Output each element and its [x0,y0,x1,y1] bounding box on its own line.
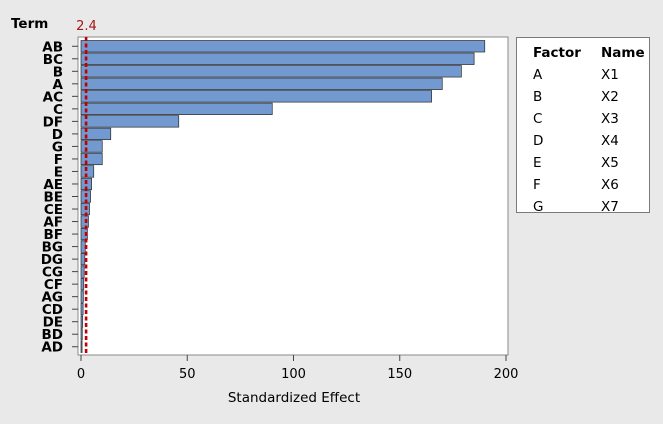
term-label-c: C [53,102,63,118]
x-axis-title: Standardized Effect [228,390,360,406]
bar-g [80,140,103,153]
y-axis-title: Term [11,16,48,32]
legend-name: X6 [601,177,619,193]
term-label-be: BE [43,190,63,206]
term-label-af: AF [43,215,63,231]
term-label-cd: CD [42,302,63,318]
term-label-ag: AG [41,290,63,306]
term-label-d: D [52,127,63,143]
legend-name: X3 [601,111,619,127]
bar-de [80,315,84,328]
legend-factor-header: Factor [533,45,581,61]
bar-ag [80,290,84,303]
plot-area [77,36,509,356]
bar-dg [80,252,86,266]
bar-f [80,152,103,166]
legend-factor: A [533,67,543,83]
x-tick-label-200: 200 [494,367,519,382]
bar-af [80,215,89,228]
reference-line-label: 2.4 [76,19,97,34]
legend-name: X2 [601,89,619,105]
factor-legend: Factor Name A X1 B X2 C X3 D X4 E X5 F X… [516,37,650,215]
legend-name: X1 [601,67,619,83]
x-tick-group: 0 50 100 150 200 [77,355,519,382]
legend-name: X4 [601,133,619,149]
term-label-group: ABBCBAACCDFDGFEAEBECEAFBFBGDGCGCFAGCDDEB… [41,39,78,356]
bar-ab [80,40,486,53]
term-label-ae: AE [43,177,63,193]
term-label-df: DF [43,114,63,130]
bar-a [80,77,443,90]
term-label-ad: AD [41,340,63,356]
term-label-e: E [54,164,63,180]
bar-c [80,102,273,115]
bar-cf [80,278,85,291]
term-label-bg: BG [42,240,63,256]
term-label-bc: BC [43,52,63,68]
term-label-ac: AC [43,89,63,105]
legend-row: F X6 [517,177,649,199]
legend-factor: E [533,155,542,171]
term-label-cg: CG [42,265,63,281]
bar-b [80,65,462,78]
term-label-a: A [53,77,64,93]
legend-row: E X5 [517,155,649,177]
term-label-g: G [52,139,63,155]
bar-bd [80,328,83,341]
legend-factor: F [533,177,541,193]
bar-ac [80,90,432,103]
term-label-ce: CE [44,202,63,218]
reference-line-group: 2.4 [76,19,97,355]
legend-row: B X2 [517,89,649,111]
legend-row: C X3 [517,111,649,133]
x-tick-label-50: 50 [179,367,196,382]
term-label-cf: CF [44,277,63,293]
term-label-ab: AB [42,39,63,55]
legend-factor: D [533,133,544,149]
term-label-b: B [53,64,63,80]
legend-name: X7 [601,199,619,215]
x-tick-label-150: 150 [387,367,412,382]
term-label-dg: DG [41,252,63,268]
term-label-bd: BD [42,327,64,343]
bar-bc [80,52,475,65]
legend-factor: G [533,199,544,215]
legend-row: D X4 [517,133,649,155]
bar-ad [80,340,83,353]
legend-name-header: Name [601,45,645,61]
term-label-bf: BF [43,227,63,243]
legend-name: X5 [601,155,619,171]
bar-d [80,127,112,141]
bar-cg [80,265,85,278]
legend-factor: C [533,111,543,127]
x-tick-label-0: 0 [77,367,85,382]
legend-row: G X7 [517,199,649,221]
term-label-f: F [54,152,63,168]
bar-bg [80,240,86,253]
term-label-de: DE [43,315,63,331]
legend-row: A X1 [517,67,649,89]
x-tick-label-100: 100 [281,367,306,382]
legend-factor: B [533,89,543,105]
bar-df [80,115,180,128]
bar-cd [80,303,84,316]
